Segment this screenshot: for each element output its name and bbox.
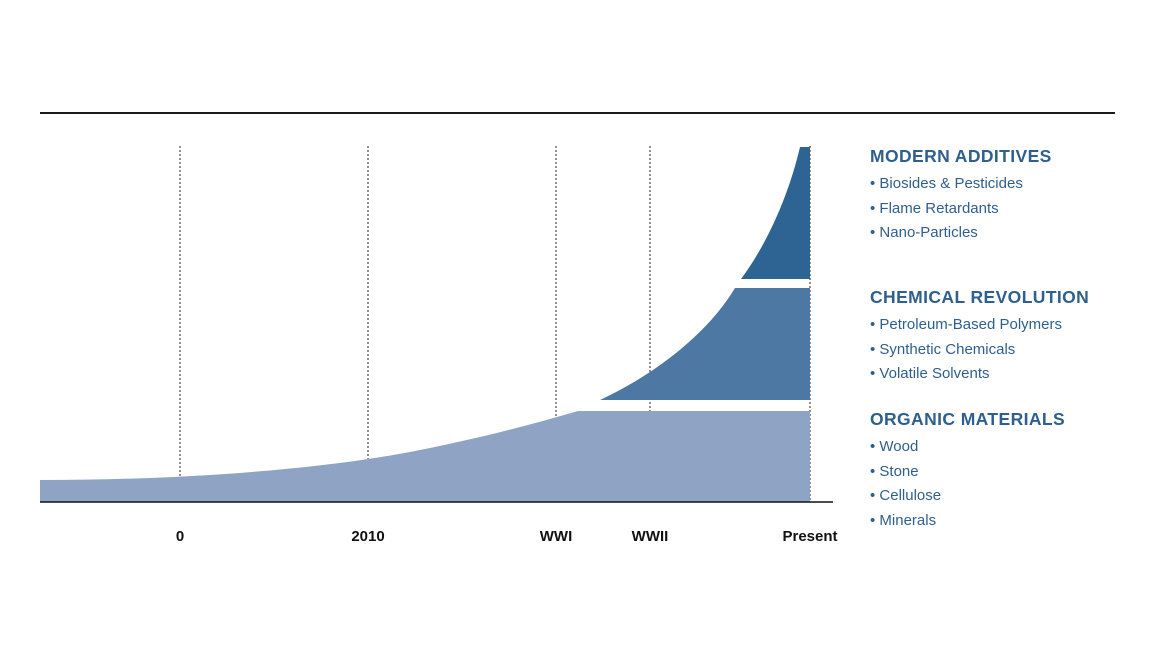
legend-item: Biosides & Pesticides (870, 173, 1052, 198)
area-chemical-revolution (600, 288, 810, 400)
legend-title-organic-materials: ORGANIC MATERIALS (870, 409, 1066, 429)
legend-modern-additives: MODERN ADDITIVES Biosides & Pesticides F… (870, 146, 1052, 247)
legend-title-chemical-revolution: CHEMICAL REVOLUTION (870, 287, 1090, 307)
legend-item: Minerals (870, 510, 1065, 532)
x-tick-label: Present (782, 528, 837, 545)
legend-item: Cellulose (870, 485, 1065, 510)
legend-item: Synthetic Chemicals (870, 339, 1089, 364)
legend-organic-materials: ORGANIC MATERIALS Wood Stone Cellulose M… (870, 409, 1065, 531)
legend-item: Wood (870, 436, 1065, 461)
legend-item: Nano-Particles (870, 222, 1052, 247)
x-tick-label: 0 (176, 528, 184, 545)
legend-title-modern-additives: MODERN ADDITIVES (870, 146, 1052, 166)
top-rule (40, 112, 1115, 114)
legend-item: Petroleum-Based Polymers (870, 314, 1089, 339)
legend-item: Volatile Solvents (870, 363, 1089, 388)
legend-chemical-revolution: CHEMICAL REVOLUTION Petroleum-Based Poly… (870, 287, 1089, 388)
x-tick-label: WWI (540, 528, 572, 545)
legend-item: Flame Retardants (870, 198, 1052, 223)
x-tick-label: 2010 (351, 528, 384, 545)
legend-item: Stone (870, 461, 1065, 486)
area-chart: 0 2010 WWI WWII Present (40, 146, 838, 545)
area-modern-additives (741, 147, 810, 279)
x-tick-label: WWII (632, 528, 669, 545)
area-organic-materials (40, 411, 810, 502)
